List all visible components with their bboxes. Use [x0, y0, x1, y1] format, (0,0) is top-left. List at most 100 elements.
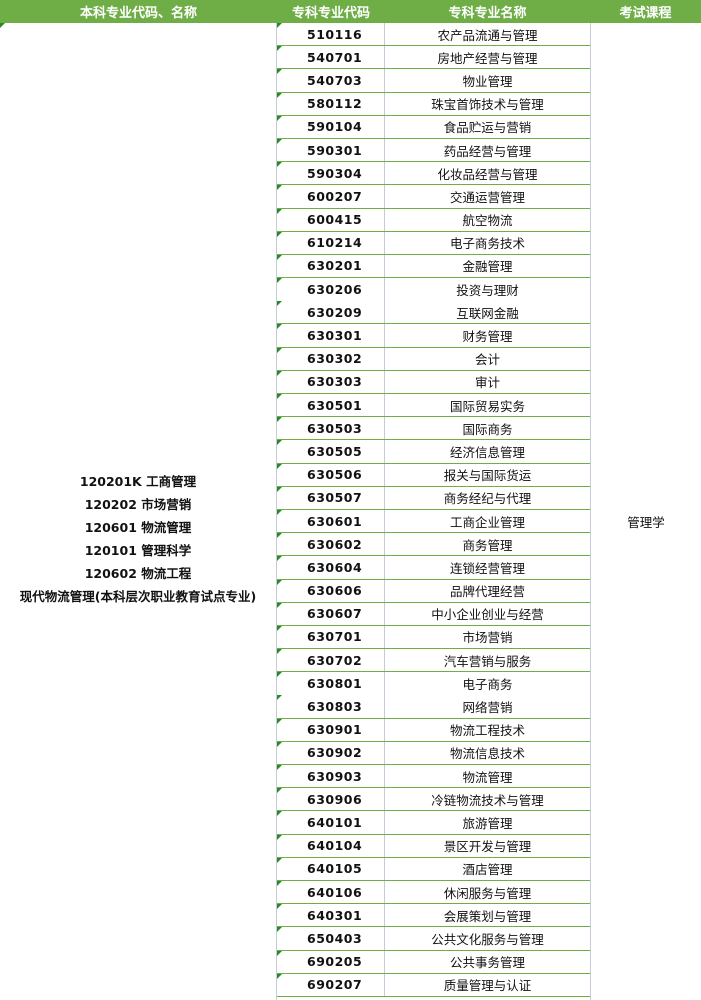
major-name: 金融管理 [462, 259, 513, 275]
header-exam: 考试课程 [619, 6, 672, 21]
major-code: 630303 [277, 370, 385, 393]
header-code: 专科专业代码 [291, 6, 370, 21]
undergrad-major: 120602 物流工程 [84, 566, 192, 581]
major-name: 物流信息技术 [449, 746, 525, 762]
major-code: 630201 [277, 254, 385, 278]
major-name: 汽车营销与服务 [443, 653, 532, 669]
table-row: 640301 会展策划与管理 [277, 904, 590, 928]
table-row: 540701 房地产经营与管理 [277, 46, 590, 70]
undergrad-majors-cell: 120201K 工商管理 120202 市场营销 120601 物流管理 120… [0, 23, 277, 1000]
major-name: 电子商务技术 [449, 236, 525, 252]
table-row: 630201 金融管理 [277, 254, 590, 279]
major-code: 600415 [277, 208, 385, 231]
major-code: 630803 [277, 695, 385, 718]
undergrad-major: 120101 管理科学 [84, 543, 192, 558]
table-row: 630209 互联网金融 [277, 301, 590, 325]
major-code: 630501 [277, 394, 385, 417]
major-name: 工商企业管理 [449, 514, 525, 530]
table-row: 630602 商务管理 [277, 533, 590, 557]
table-row: 690207 质量管理与认证 [277, 973, 590, 997]
table-row: 630302 会计 [277, 347, 590, 371]
major-name: 市场营销 [462, 630, 513, 646]
table-row: 630505 经济信息管理 [277, 440, 590, 464]
major-code: 600207 [277, 185, 385, 208]
table-row: 630301 财务管理 [277, 324, 590, 348]
major-code: 630602 [277, 533, 385, 556]
major-code: 590304 [277, 162, 385, 185]
undergrad-major: 120201K 工商管理 [79, 474, 197, 489]
table-row: 590104 食品贮运与营销 [277, 115, 590, 139]
table-row: 590301 药品经营与管理 [277, 138, 590, 163]
exam-course: 管理学 [627, 515, 665, 530]
major-code: 630209 [277, 301, 385, 324]
table-row: 630607 中小企业创业与经营 [277, 602, 590, 626]
exam-course-cell: 管理学 [590, 23, 701, 1000]
major-name: 药品经营与管理 [443, 143, 532, 159]
major-name: 互联网金融 [456, 305, 519, 321]
major-name: 会计 [474, 352, 500, 368]
table-row: 630906 冷链物流技术与管理 [277, 788, 590, 812]
major-code: 630903 [277, 765, 385, 788]
table-row: 640104 景区开发与管理 [277, 834, 590, 858]
major-name: 中小企业创业与经营 [431, 607, 544, 623]
major-name: 商务经纪与代理 [443, 491, 532, 507]
major-code: 590301 [277, 138, 385, 162]
table-row: 590304 化妆品经营与管理 [277, 162, 590, 186]
major-code: 610214 [277, 231, 385, 254]
major-name: 公共事务管理 [449, 955, 525, 971]
table-row: 630803 网络营销 [277, 695, 590, 719]
major-name: 国际商务 [462, 421, 513, 437]
major-name: 品牌代理经营 [449, 584, 525, 600]
table-row: 610214 电子商务技术 [277, 231, 590, 255]
major-name: 商务管理 [462, 537, 513, 553]
table-row: 540703 物业管理 [277, 69, 590, 93]
table-row: 630801 电子商务 [277, 672, 590, 696]
table-row: 650403 公共文化服务与管理 [277, 927, 590, 951]
major-code: 630607 [277, 602, 385, 625]
major-name: 航空物流 [462, 213, 513, 229]
major-code: 690207 [277, 973, 385, 996]
table-row: 630507 商务经纪与代理 [277, 486, 590, 510]
major-code: 630901 [277, 718, 385, 741]
major-name: 会展策划与管理 [443, 908, 532, 924]
undergrad-major: 120601 物流管理 [84, 520, 192, 535]
major-name: 连锁经营管理 [449, 560, 525, 576]
major-code: 630604 [277, 556, 385, 579]
major-name: 食品贮运与营销 [443, 120, 532, 136]
major-name: 休闲服务与管理 [443, 885, 532, 901]
major-code: 650403 [277, 927, 385, 950]
major-name: 农产品流通与管理 [437, 27, 538, 43]
table-row: 630501 国际贸易实务 [277, 394, 590, 418]
major-code: 630606 [277, 579, 385, 602]
major-code: 630902 [277, 741, 385, 764]
undergrad-major: 现代物流管理(本科层次职业教育试点专业) [19, 589, 257, 604]
major-code: 630505 [277, 440, 385, 463]
table-row: 630601 工商企业管理 [277, 509, 590, 534]
major-name: 化妆品经营与管理 [437, 166, 538, 182]
major-name: 网络营销 [462, 700, 513, 716]
major-code: 630503 [277, 417, 385, 440]
major-code: 640301 [277, 904, 385, 927]
major-code: 630701 [277, 625, 385, 649]
major-code: 690205 [277, 950, 385, 973]
table-row: 640101 旅游管理 [277, 811, 590, 835]
major-code: 630206 [277, 278, 385, 302]
table-row: 630303 审计 [277, 370, 590, 394]
major-code: 630507 [277, 486, 385, 509]
major-name: 旅游管理 [462, 815, 513, 831]
table-body: 510116 农产品流通与管理 540701 房地产经营与管理 540703 物业管理 58… [277, 23, 590, 997]
table-row: 630606 品牌代理经营 [277, 579, 590, 603]
table-header: 本科专业代码、名称 专科专业代码 专科专业名称 考试课程 [0, 0, 701, 23]
major-code: 640104 [277, 834, 385, 857]
major-code: 590104 [277, 115, 385, 138]
major-code: 640101 [277, 811, 385, 834]
major-name: 电子商务 [462, 677, 513, 693]
major-code: 540701 [277, 46, 385, 69]
header-undergrad: 本科专业代码、名称 [79, 6, 197, 21]
table-row: 510116 农产品流通与管理 [277, 23, 590, 47]
major-name: 公共文化服务与管理 [431, 931, 544, 947]
table-row: 630903 物流管理 [277, 765, 590, 789]
major-name: 报关与国际货运 [443, 468, 532, 484]
major-code: 540703 [277, 69, 385, 92]
major-name: 财务管理 [462, 329, 513, 345]
